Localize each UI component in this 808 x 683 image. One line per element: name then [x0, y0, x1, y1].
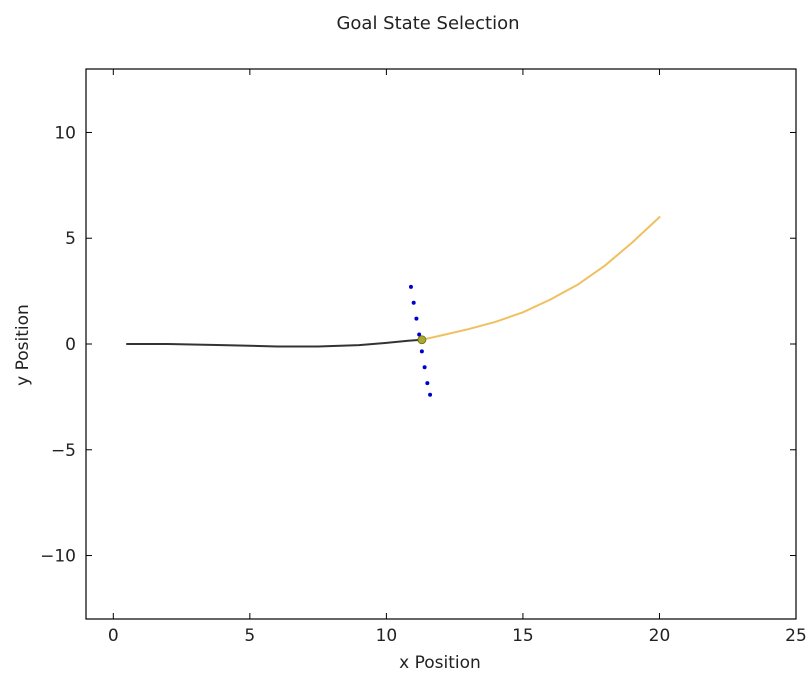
goal-lattice-point	[422, 365, 427, 370]
goal-lattice-point	[425, 381, 430, 386]
selected-goal-marker	[417, 335, 427, 345]
y-tick-label: 0	[65, 335, 76, 355]
x-tick-label: 15	[512, 626, 534, 646]
y-axis-label: y Position	[13, 304, 33, 386]
x-tick-label: 20	[649, 626, 671, 646]
x-tick-label: 25	[785, 626, 807, 646]
plot-area: 0 5 10 15 20 25 −10 −5 0 5 10	[40, 68, 807, 646]
goal-lattice-point	[414, 316, 419, 321]
y-tick-label: −5	[51, 441, 76, 461]
goal-lattice-point	[428, 392, 433, 397]
goal-lattice-point	[411, 300, 416, 305]
x-tick-label: 0	[108, 626, 119, 646]
traveled-path-line	[126, 338, 423, 348]
goal-lattice-point	[417, 332, 422, 337]
y-tick-label: −10	[40, 547, 76, 567]
planned-path-line	[420, 216, 661, 341]
x-axis-label: x Position	[399, 653, 481, 673]
x-tick-label: 5	[244, 626, 255, 646]
goal-lattice-point	[419, 349, 424, 354]
x-tick-label: 10	[376, 626, 398, 646]
y-tick-label: 10	[54, 123, 76, 143]
chart-title: Goal State Selection	[336, 13, 519, 34]
goal-lattice-point	[408, 284, 413, 289]
y-tick-label: 5	[65, 229, 76, 249]
